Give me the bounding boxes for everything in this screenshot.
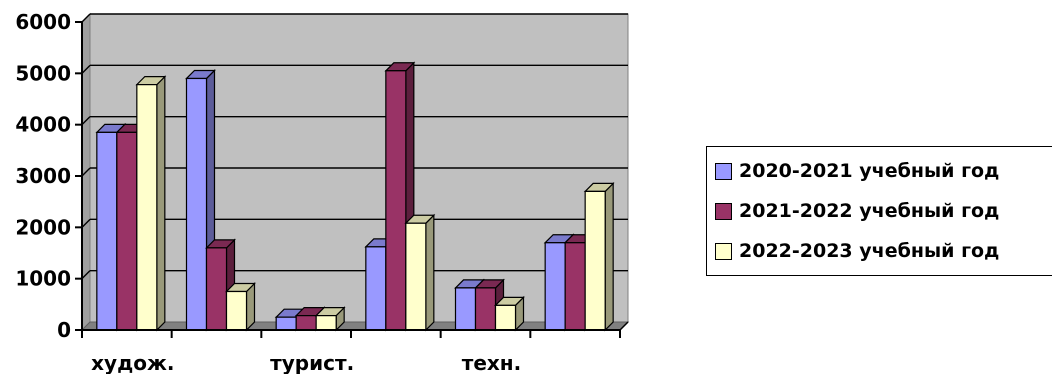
y-tick-label: 6000 — [15, 10, 71, 34]
x-axis-depth — [619, 321, 629, 331]
bar — [314, 306, 346, 332]
legend-swatch — [715, 242, 732, 260]
gridline-side — [81, 270, 91, 280]
bar — [205, 238, 236, 332]
gridline-side — [81, 167, 91, 177]
gridline-side — [81, 64, 91, 74]
x-tick-label: турист. — [270, 351, 354, 374]
legend-swatch — [715, 162, 732, 180]
legend: 2020-2021 учебный год 2021-2022 учебный г… — [706, 146, 1052, 276]
y-tick-label: 1000 — [15, 267, 71, 291]
legend-swatch — [715, 202, 732, 220]
bar — [225, 282, 256, 332]
gridline-side — [81, 116, 91, 126]
gridline-side — [81, 218, 91, 228]
gridline-side — [81, 13, 91, 23]
legend-item: 2021-2022 учебный год — [715, 198, 999, 224]
bar — [404, 213, 436, 332]
y-tick-label: 3000 — [15, 164, 71, 188]
legend-label: 2022-2023 учебный год — [739, 240, 1000, 262]
legend-label: 2020-2021 учебный год — [739, 160, 1000, 182]
bar — [494, 295, 525, 332]
y-tick-label: 5000 — [15, 61, 71, 85]
bar — [583, 181, 615, 332]
legend-label: 2021-2022 учебный год — [739, 200, 1000, 222]
x-tick-label: техн. — [462, 351, 521, 374]
y-tick-label: 2000 — [15, 215, 71, 239]
legend-item: 2022-2023 учебный год — [715, 238, 999, 264]
y-tick-label: 4000 — [15, 113, 71, 137]
legend-item: 2020-2021 учебный год — [715, 158, 999, 184]
x-tick-label: худож. — [91, 351, 174, 374]
y-tick-label: 0 — [57, 318, 71, 342]
bar — [135, 75, 167, 332]
